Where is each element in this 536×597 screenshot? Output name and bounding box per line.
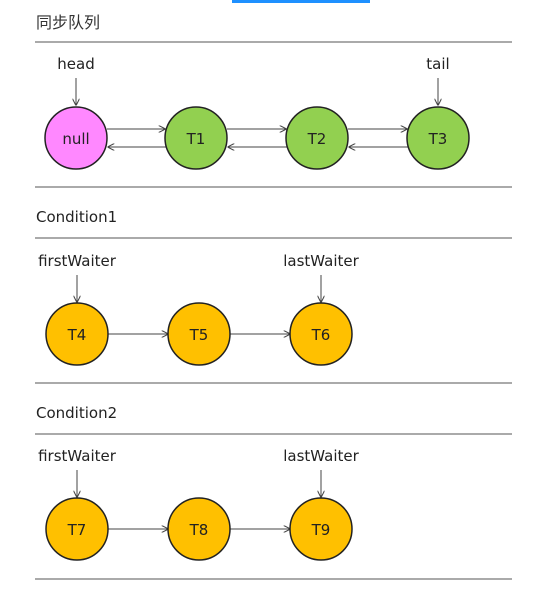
- section-title: 同步队列: [36, 13, 100, 32]
- condition1-section: Condition1 firstWaiter lastWaiter T4 T5 …: [35, 208, 512, 384]
- condition2-section: Condition2 firstWaiter lastWaiter T7 T8 …: [35, 404, 512, 580]
- node-t8: T8: [167, 497, 231, 561]
- node-t4: T4: [45, 302, 109, 366]
- node-circle: [45, 302, 109, 366]
- node-circle: [44, 106, 108, 170]
- first-waiter-label: firstWaiter: [38, 252, 117, 270]
- node-t5: T5: [167, 302, 231, 366]
- node-label: T1: [186, 130, 206, 148]
- section-title: Condition1: [36, 208, 117, 226]
- node-label: null: [62, 130, 89, 148]
- node-circle: [167, 302, 231, 366]
- tail-pointer-label: tail: [426, 55, 449, 73]
- node-label: T3: [428, 130, 448, 148]
- node-null: null: [44, 106, 108, 170]
- node-circle: [285, 106, 349, 170]
- node-label: T4: [67, 326, 87, 344]
- node-circle: [45, 497, 109, 561]
- node-circle: [289, 497, 353, 561]
- node-label: T6: [311, 326, 331, 344]
- node-t3: T3: [406, 106, 470, 170]
- node-t2: T2: [285, 106, 349, 170]
- last-waiter-label: lastWaiter: [283, 447, 359, 465]
- node-label: T9: [311, 521, 331, 539]
- node-circle: [289, 302, 353, 366]
- node-t9: T9: [289, 497, 353, 561]
- node-circle: [406, 106, 470, 170]
- node-circle: [164, 106, 228, 170]
- node-label: T7: [67, 521, 87, 539]
- node-label: T5: [189, 326, 209, 344]
- head-pointer-label: head: [57, 55, 94, 73]
- first-waiter-label: firstWaiter: [38, 447, 117, 465]
- node-t6: T6: [289, 302, 353, 366]
- section-title: Condition2: [36, 404, 117, 422]
- top-accent-bar: [232, 0, 370, 3]
- node-t1: T1: [164, 106, 228, 170]
- last-waiter-label: lastWaiter: [283, 252, 359, 270]
- node-circle: [167, 497, 231, 561]
- node-t7: T7: [45, 497, 109, 561]
- sync-queue-section: 同步队列 head tail null T1: [35, 13, 512, 188]
- node-label: T8: [189, 521, 209, 539]
- node-label: T2: [307, 130, 327, 148]
